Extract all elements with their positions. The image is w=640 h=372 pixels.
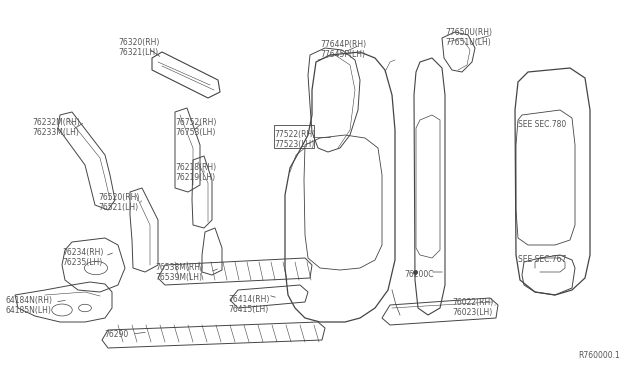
Text: SEE SEC.780: SEE SEC.780 xyxy=(518,120,566,129)
Text: 76232M(RH)
76233M(LH): 76232M(RH) 76233M(LH) xyxy=(32,118,80,137)
Text: 76218(RH)
76219(LH): 76218(RH) 76219(LH) xyxy=(175,163,216,182)
Text: 76538M(RH)
76539M(LH): 76538M(RH) 76539M(LH) xyxy=(155,263,203,282)
Text: 76022(RH)
76023(LH): 76022(RH) 76023(LH) xyxy=(452,298,493,317)
Text: 64184N(RH)
64185N(LH): 64184N(RH) 64185N(LH) xyxy=(6,296,53,315)
Text: 77522(RH)
77523(LH): 77522(RH) 77523(LH) xyxy=(274,130,316,150)
Text: SEE SEC.767: SEE SEC.767 xyxy=(518,255,566,264)
Text: R760000.1: R760000.1 xyxy=(579,351,620,360)
Text: 76520(RH)
76521(LH): 76520(RH) 76521(LH) xyxy=(98,193,140,212)
Text: 76200C: 76200C xyxy=(404,270,433,279)
Text: 76290: 76290 xyxy=(104,330,128,339)
Text: 76414(RH)
76415(LH): 76414(RH) 76415(LH) xyxy=(228,295,269,314)
Text: 76752(RH)
76753(LH): 76752(RH) 76753(LH) xyxy=(175,118,216,137)
Text: 77644P(RH)
77645P(LH): 77644P(RH) 77645P(LH) xyxy=(320,40,366,60)
Text: 76320(RH)
76321(LH): 76320(RH) 76321(LH) xyxy=(118,38,159,57)
Text: 76234(RH)
76235(LH): 76234(RH) 76235(LH) xyxy=(62,248,104,267)
Text: 77650U(RH)
77651U(LH): 77650U(RH) 77651U(LH) xyxy=(445,28,492,47)
